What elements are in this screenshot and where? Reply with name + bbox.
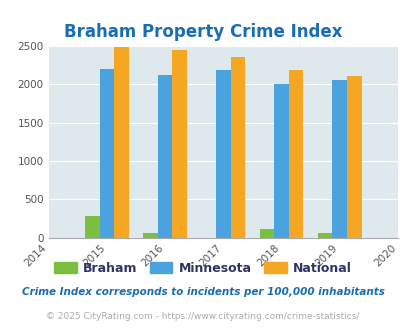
Text: Crime Index corresponds to incidents per 100,000 inhabitants: Crime Index corresponds to incidents per… (21, 287, 384, 297)
Bar (114, 47, 128, 238)
Bar (273, 84, 288, 238)
Bar (158, 75, 172, 238)
Bar (143, 233, 158, 238)
Bar (332, 80, 346, 238)
Bar (99, 69, 114, 238)
Bar (317, 233, 332, 238)
Text: © 2025 CityRating.com - https://www.cityrating.com/crime-statistics/: © 2025 CityRating.com - https://www.city… (46, 312, 359, 321)
Bar (346, 77, 360, 238)
Legend: Braham, Minnesota, National: Braham, Minnesota, National (49, 257, 356, 280)
Bar (215, 70, 230, 238)
Bar (230, 57, 245, 238)
Bar (259, 229, 273, 238)
Bar (288, 70, 303, 238)
Bar (172, 50, 186, 238)
Bar (85, 216, 99, 238)
Text: Braham Property Crime Index: Braham Property Crime Index (64, 23, 341, 41)
